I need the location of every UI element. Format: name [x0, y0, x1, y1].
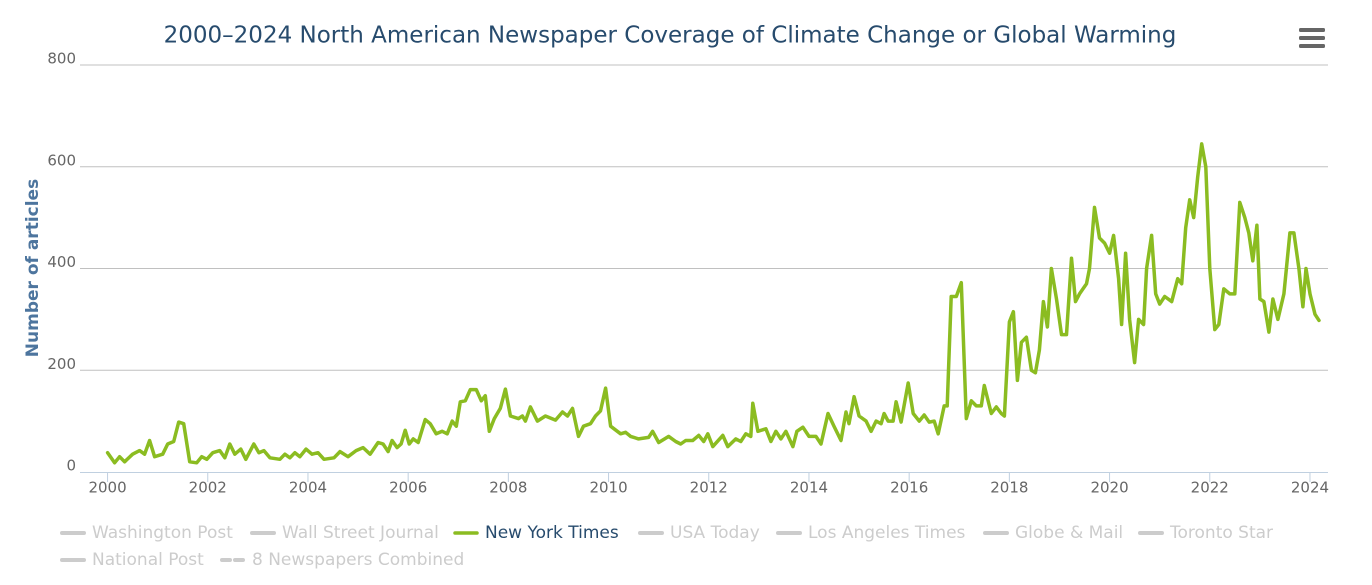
x-tick-label: 2014: [790, 479, 828, 497]
legend-label: USA Today: [670, 523, 760, 543]
legend-item[interactable]: National Post: [60, 550, 204, 570]
chart-title: 2000–2024 North American Newspaper Cover…: [164, 23, 1177, 49]
x-tick-label: 2010: [589, 479, 627, 497]
legend-label: Toronto Star: [1169, 523, 1273, 543]
x-tick-label: 2000: [88, 479, 126, 497]
menu-bar: [1299, 44, 1325, 48]
y-axis-label: Number of articles: [23, 179, 43, 357]
y-tick-label: 600: [47, 151, 76, 169]
x-tick-label: 2018: [990, 479, 1028, 497]
legend-item[interactable]: Globe & Mail: [983, 523, 1123, 543]
x-tick-label: 2008: [489, 479, 527, 497]
y-tick-label: 400: [47, 253, 76, 271]
legend-label: Wall Street Journal: [282, 523, 439, 543]
legend-label: 8 Newspapers Combined: [252, 550, 464, 570]
x-tick-label: 2006: [389, 479, 427, 497]
x-tick-label: 2004: [289, 479, 327, 497]
legend-item[interactable]: 8 Newspapers Combined: [220, 550, 464, 570]
data-line: [105, 142, 1321, 465]
x-tick-label: 2012: [690, 479, 728, 497]
legend-label: New York Times: [485, 523, 619, 543]
y-tick-label: 0: [66, 457, 76, 475]
legend-item[interactable]: Los Angeles Times: [776, 523, 966, 543]
x-tick-label: 2022: [1191, 479, 1229, 497]
menu-button[interactable]: [1299, 28, 1325, 48]
legend-item[interactable]: Washington Post: [60, 523, 233, 543]
legend-item[interactable]: Toronto Star: [1138, 523, 1273, 543]
legend-label: Washington Post: [92, 523, 233, 543]
menu-bar: [1299, 36, 1325, 40]
legend-label: Los Angeles Times: [808, 523, 966, 543]
menu-bar: [1299, 28, 1325, 32]
x-tick-label: 2002: [189, 479, 227, 497]
legend-label: Globe & Mail: [1015, 523, 1123, 543]
x-tick-label: 2020: [1090, 479, 1128, 497]
x-tick-label: 2016: [890, 479, 928, 497]
y-tick-label: 800: [47, 50, 76, 68]
y-tick-label: 200: [47, 355, 76, 373]
legend-label: National Post: [92, 550, 204, 570]
legend-item[interactable]: New York Times: [453, 523, 619, 543]
x-tick-label: 2024: [1291, 479, 1329, 497]
legend-item[interactable]: USA Today: [638, 523, 760, 543]
legend-item[interactable]: Wall Street Journal: [250, 523, 439, 543]
